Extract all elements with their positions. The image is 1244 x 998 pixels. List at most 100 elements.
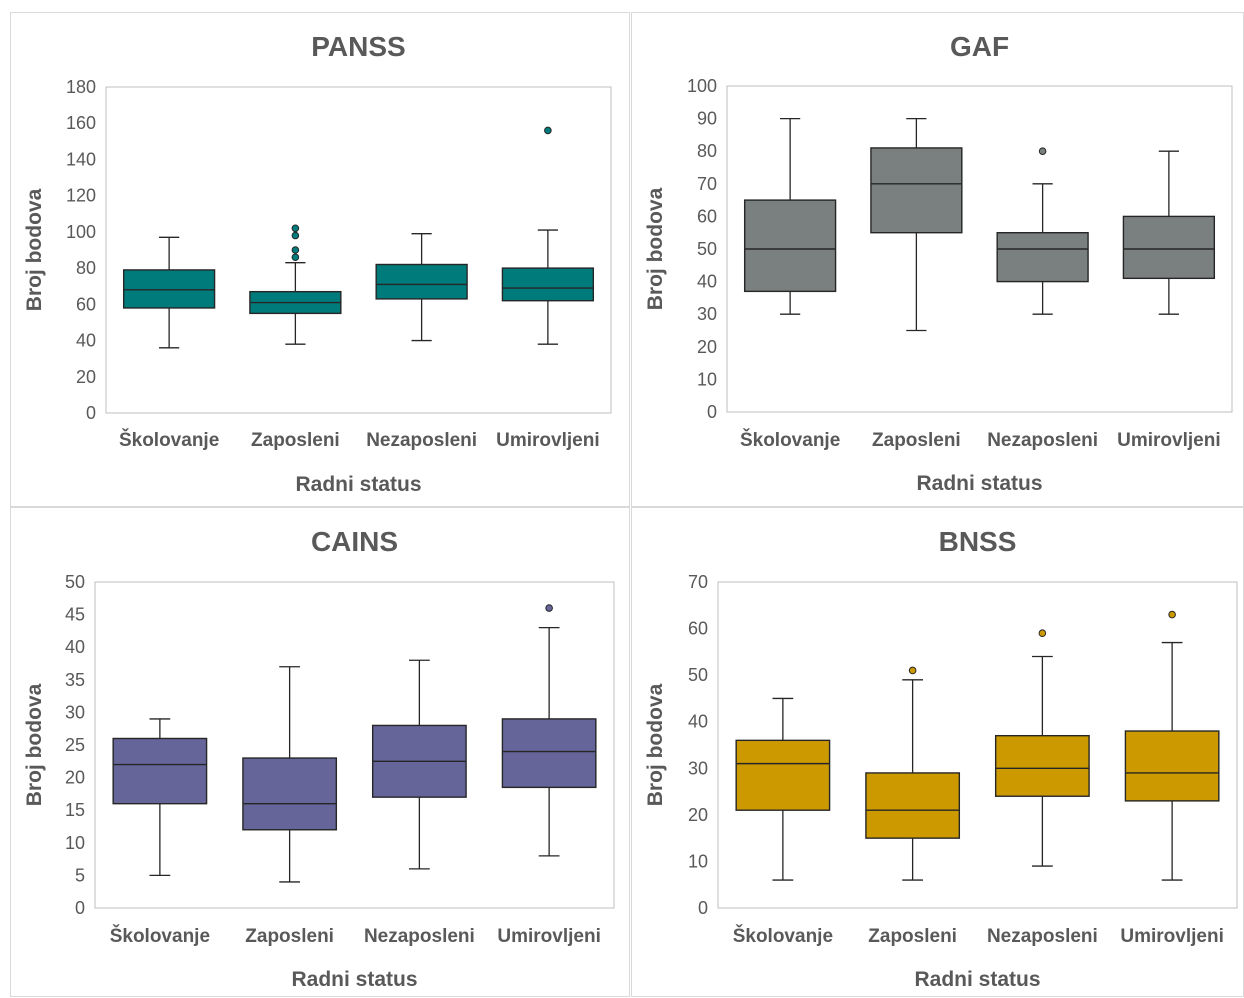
iqr-box: [243, 758, 336, 830]
iqr-box: [997, 233, 1088, 282]
cains-chart-panel: CAINS 0 5 10 15 20 25 30 35 40 45 50 Broj bodova Radn…: [10, 507, 630, 997]
x-category-label: Zaposleni: [251, 430, 340, 451]
iqr-box: [736, 740, 829, 810]
box-plot-svg: GAF 0 10 20 30 40 50 60 70 80 90 100 Broj bodova Radn…: [632, 13, 1244, 508]
y-tick-label: 80: [76, 258, 96, 278]
y-tick-label: 45: [65, 605, 85, 625]
x-category-label: Nezaposleni: [987, 926, 1098, 947]
y-tick-label: 100: [687, 76, 717, 96]
x-category-label: Zaposleni: [872, 430, 961, 451]
iqr-box: [871, 148, 962, 233]
y-axis-label: Broj bodova: [644, 683, 667, 806]
y-tick-label: 0: [707, 402, 717, 422]
y-tick-label: 30: [697, 304, 717, 324]
y-tick-label: 40: [697, 272, 717, 292]
y-tick-label: 20: [76, 367, 96, 387]
x-category-label: Nezaposleni: [987, 430, 1098, 451]
iqr-box: [996, 736, 1089, 797]
iqr-box: [502, 268, 593, 301]
outlier-point: [545, 127, 552, 134]
y-axis-label: Broj bodova: [23, 188, 46, 311]
x-category-label: Umirovljeni: [1120, 926, 1223, 947]
y-tick-label: 70: [688, 572, 708, 592]
y-tick-label: 60: [688, 619, 708, 639]
iqr-box: [1125, 731, 1218, 801]
x-category-label: Umirovljeni: [496, 430, 599, 451]
y-tick-label: 180: [66, 77, 96, 97]
iqr-box: [866, 773, 959, 838]
outlier-point: [292, 247, 299, 254]
y-tick-label: 10: [65, 833, 85, 853]
chart-title: PANSS: [311, 31, 405, 62]
outlier-point: [292, 225, 299, 232]
x-category-label: Umirovljeni: [1117, 430, 1220, 451]
x-axis-label: Radni status: [295, 473, 421, 496]
y-tick-label: 10: [688, 851, 708, 871]
chart-title: GAF: [950, 31, 1009, 62]
y-tick-label: 140: [66, 149, 96, 169]
outlier-point: [909, 667, 916, 674]
plot-area-frame: [106, 87, 611, 413]
outlier-point: [1039, 630, 1046, 637]
x-category-label: Umirovljeni: [497, 926, 600, 947]
outlier-point: [546, 605, 553, 612]
y-tick-label: 160: [66, 113, 96, 133]
y-tick-label: 0: [86, 403, 96, 423]
x-axis-label: Radni status: [916, 472, 1042, 495]
y-tick-label: 20: [688, 805, 708, 825]
y-tick-label: 90: [697, 109, 717, 129]
chart-title: BNSS: [939, 526, 1017, 557]
y-tick-label: 40: [65, 637, 85, 657]
x-category-label: Školovanje: [733, 925, 833, 947]
x-category-label: Nezaposleni: [364, 926, 475, 947]
x-axis-label: Radni status: [291, 968, 417, 991]
chart-title: CAINS: [311, 526, 398, 557]
y-tick-label: 70: [697, 174, 717, 194]
y-axis-label: Broj bodova: [23, 683, 46, 806]
y-tick-label: 25: [65, 735, 85, 755]
x-category-label: Nezaposleni: [366, 430, 477, 451]
y-tick-label: 120: [66, 186, 96, 206]
x-category-label: Školovanje: [119, 429, 219, 451]
x-category-label: Školovanje: [740, 429, 840, 451]
box-plot-svg: PANSS 0 20 40 60 80 100 120 140 160 180 Broj bodova…: [11, 13, 631, 508]
outlier-point: [1039, 148, 1046, 155]
y-tick-label: 35: [65, 670, 85, 690]
y-tick-label: 50: [65, 572, 85, 592]
iqr-box: [1123, 216, 1214, 278]
y-tick-label: 20: [697, 337, 717, 357]
iqr-box: [376, 264, 467, 298]
outlier-point: [292, 254, 299, 261]
y-tick-label: 30: [688, 758, 708, 778]
iqr-box: [113, 738, 206, 803]
box-plot-svg: CAINS 0 5 10 15 20 25 30 35 40 45 50 Broj bodova Radn…: [11, 508, 631, 998]
x-category-label: Zaposleni: [245, 926, 334, 947]
iqr-box: [124, 270, 215, 308]
x-category-label: Zaposleni: [868, 926, 957, 947]
outlier-point: [1169, 611, 1176, 618]
y-tick-label: 40: [688, 712, 708, 732]
box-plot-svg: BNSS 0 10 20 30 40 50 60 70 Broj bodova Radni stat…: [632, 508, 1244, 998]
y-tick-label: 20: [65, 768, 85, 788]
x-category-label: Školovanje: [110, 925, 210, 947]
y-tick-label: 0: [75, 898, 85, 918]
y-tick-label: 40: [76, 331, 96, 351]
y-tick-label: 60: [697, 206, 717, 226]
y-axis-label: Broj bodova: [644, 187, 667, 310]
gaf-chart-panel: GAF 0 10 20 30 40 50 60 70 80 90 100 Broj bodova Radn…: [631, 12, 1244, 507]
y-tick-label: 50: [697, 239, 717, 259]
bnss-chart-panel: BNSS 0 10 20 30 40 50 60 70 Broj bodova Radni stat…: [631, 507, 1244, 997]
y-tick-label: 100: [66, 222, 96, 242]
x-axis-label: Radni status: [914, 968, 1040, 991]
iqr-box: [745, 200, 836, 291]
y-tick-label: 60: [76, 294, 96, 314]
y-tick-label: 80: [697, 141, 717, 161]
y-tick-label: 0: [698, 898, 708, 918]
y-tick-label: 50: [688, 665, 708, 685]
iqr-box: [502, 719, 595, 787]
y-tick-label: 30: [65, 702, 85, 722]
panss-chart-panel: PANSS 0 20 40 60 80 100 120 140 160 180 Broj bodova…: [10, 12, 630, 507]
y-tick-label: 10: [697, 369, 717, 389]
y-tick-label: 15: [65, 800, 85, 820]
outlier-point: [292, 232, 299, 239]
